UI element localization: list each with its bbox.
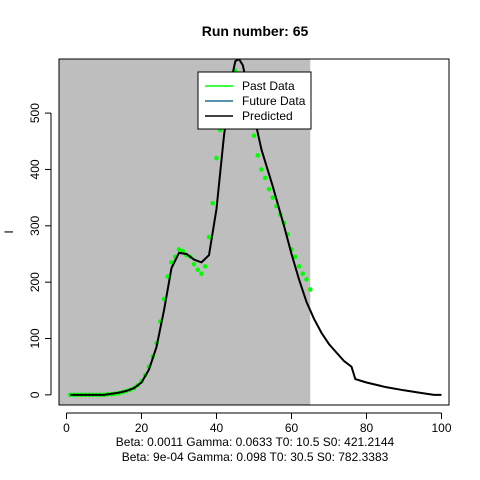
past-data-point-54 <box>270 195 276 200</box>
legend: Past Data Future Data Predicted <box>197 71 312 130</box>
past-data-point-63 <box>304 277 309 282</box>
x-tick-label-40: 40 <box>210 421 224 435</box>
past-data-point-51 <box>259 167 264 172</box>
legend-label-future-data: Future Data <box>242 94 306 108</box>
legend-label-past-data: Past Data <box>242 79 295 93</box>
y-tick-label-100: 100 <box>28 328 42 348</box>
past-data-point-33 <box>191 261 197 267</box>
x-tick-label-100: 100 <box>431 421 451 435</box>
past-data-point-49 <box>251 133 257 138</box>
past-data-point-61 <box>296 264 302 269</box>
footer-line-1: Beta: 0.0011 Gamma: 0.0633 T0: 10.5 S0: … <box>116 435 395 449</box>
chart-title: Run number: 65 <box>202 23 309 39</box>
past-data-point-35 <box>199 271 204 277</box>
x-tick-label-80: 80 <box>360 421 374 435</box>
plot-frame <box>58 58 450 406</box>
past-data-point-62 <box>300 271 306 277</box>
past-data-point-50 <box>255 153 261 158</box>
past-data-point-34 <box>195 267 201 273</box>
past-data-point-36 <box>202 264 208 269</box>
y-tick-label-0: 0 <box>28 391 42 398</box>
past-data-point-52 <box>262 175 268 181</box>
past-data-point-39 <box>214 155 219 161</box>
past-data-point-53 <box>266 186 272 192</box>
past-data-point-29 <box>176 247 182 252</box>
legend-label-predicted: Predicted <box>242 109 293 123</box>
x-tick-label-20: 20 <box>135 421 149 435</box>
y-tick-label-500: 500 <box>28 103 42 123</box>
x-tick-label-60: 60 <box>285 421 299 435</box>
footer-line-2: Beta: 9e-04 Gamma: 0.098 T0: 30.5 S0: 78… <box>122 450 389 464</box>
y-axis-label: I <box>2 230 16 233</box>
past-data-point-38 <box>210 200 216 206</box>
past-data-point-37 <box>206 234 212 240</box>
x-tick-label-0: 0 <box>63 421 70 435</box>
y-tick-label-300: 300 <box>28 215 42 235</box>
past-data-point-0 <box>67 392 73 398</box>
past-data-point-64 <box>307 287 313 292</box>
y-tick-label-400: 400 <box>28 159 42 179</box>
past-data-point-60 <box>292 254 298 260</box>
y-tick-label-200: 200 <box>28 272 42 292</box>
